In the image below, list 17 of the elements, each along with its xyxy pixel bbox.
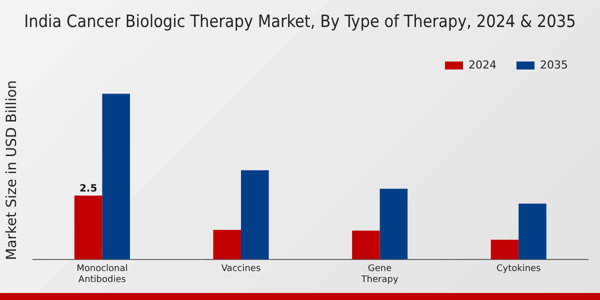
legend-label: 2024: [468, 58, 497, 72]
chart-title: India Cancer Biologic Therapy Market, By Type of Therapy, 2024 & 2035: [23, 12, 577, 32]
bar: [213, 230, 241, 260]
bar: [352, 230, 380, 260]
bar: [490, 240, 519, 260]
bar: [380, 188, 408, 260]
legend-label: 2035: [540, 58, 568, 72]
x-tick-label: Monoclonal Antibodies: [76, 264, 128, 285]
x-tick-label: Cytokines: [496, 264, 542, 274]
y-axis-title: Market Size in USD Billion: [4, 80, 20, 260]
bar: [102, 94, 130, 260]
x-tick-label: Gene Therapy: [360, 264, 399, 285]
x-tick-label: Vaccines: [221, 264, 261, 274]
bar: [74, 196, 102, 260]
bar: [518, 204, 546, 260]
bar: [241, 170, 269, 260]
data-label: 2.5: [79, 183, 98, 194]
